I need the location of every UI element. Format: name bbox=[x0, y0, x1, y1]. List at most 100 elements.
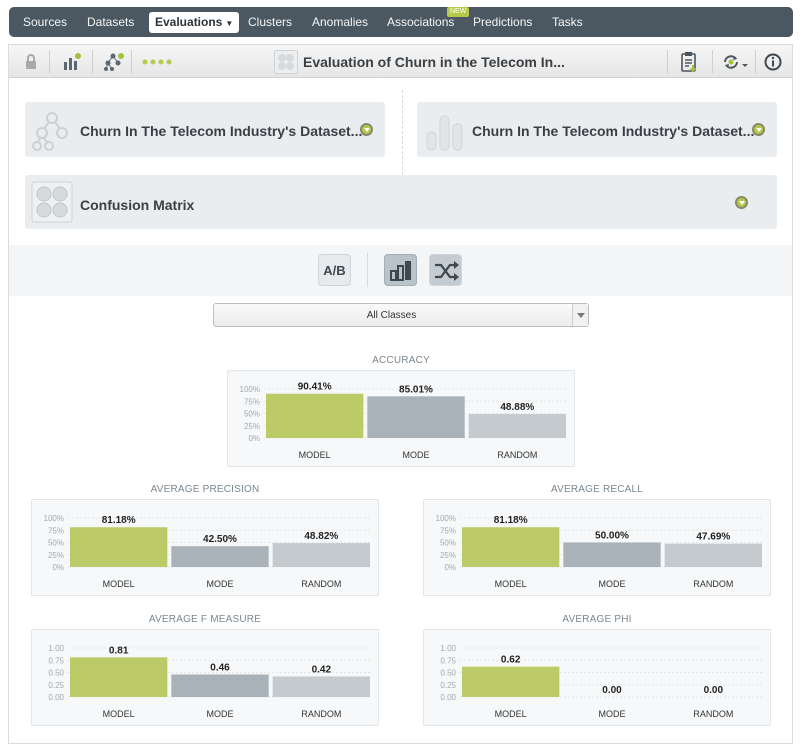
nav-item-associations[interactable]: Associations bbox=[387, 15, 455, 29]
ab-compare-button[interactable]: A/B bbox=[318, 254, 351, 286]
category-label: MODE bbox=[207, 579, 234, 589]
category-label: MODE bbox=[599, 709, 626, 719]
y-tick-label: 0.25 bbox=[48, 681, 64, 690]
chart-svg: 1.00 0.75 0.50 0.25 0.00 0.62 MODEL 0.00 MODE 0.0… bbox=[440, 644, 764, 719]
nav-item-sources[interactable]: Sources bbox=[23, 15, 68, 29]
evaluation-toolbar: Evaluation of Churn in the Telecom In... bbox=[9, 45, 792, 78]
top-nav: Sources Datasets Evaluations ▼ Clusters A… bbox=[9, 7, 793, 37]
lock-icon[interactable] bbox=[21, 52, 41, 72]
nav-item-datasets[interactable]: Datasets bbox=[87, 15, 135, 29]
chart-title-f-measure: AVERAGE F MEASURE bbox=[148, 614, 262, 625]
model-tree-icon[interactable] bbox=[103, 52, 124, 72]
category-label: MODE bbox=[599, 579, 626, 589]
category-label: RANDOM bbox=[693, 579, 733, 589]
chevron-down-icon[interactable] bbox=[360, 123, 373, 136]
chart-svg: 100% 75% 50% 25% 0% 81.18% MODEL 50.00% MODE 47.6… bbox=[436, 514, 764, 589]
bar-value-label: 47.69% bbox=[696, 532, 730, 543]
bar-value-label: 42.50% bbox=[203, 534, 237, 545]
bar-random bbox=[468, 414, 566, 438]
category-label: MODE bbox=[207, 709, 234, 719]
y-tick-label: 25% bbox=[244, 422, 260, 431]
new-badge: NEW bbox=[447, 7, 470, 17]
nav-item-evaluations[interactable]: Evaluations ▼ bbox=[149, 12, 240, 33]
y-tick-label: 50% bbox=[440, 539, 456, 548]
recall-chart: 100% 75% 50% 25% 0% 81.18% MODEL 50.00% MODE 47.6… bbox=[423, 499, 771, 596]
reevaluate-menu-icon[interactable] bbox=[721, 52, 749, 72]
nav-item-clusters[interactable]: Clusters bbox=[248, 15, 293, 29]
bar-value-label: 90.41% bbox=[298, 382, 332, 393]
bar-model bbox=[266, 393, 364, 438]
category-label: RANDOM bbox=[693, 709, 733, 719]
nav-item-evaluations-label: Evaluations bbox=[155, 15, 223, 29]
confusion-matrix-card[interactable]: Confusion Matrix bbox=[25, 175, 777, 229]
chevron-down-icon[interactable] bbox=[572, 304, 588, 326]
chevron-down-icon[interactable] bbox=[735, 196, 748, 209]
bar-value-label: 48.82% bbox=[304, 531, 338, 542]
y-tick-label: 0.00 bbox=[48, 693, 64, 702]
y-tick-label: 50% bbox=[244, 410, 260, 419]
bar-value-label: 81.18% bbox=[494, 515, 528, 526]
class-select[interactable]: All Classes bbox=[213, 303, 589, 327]
nav-item-predictions[interactable]: Predictions bbox=[473, 15, 533, 29]
bar-value-label: 81.18% bbox=[102, 515, 136, 526]
category-label: MODEL bbox=[103, 579, 135, 589]
shuffle-view-button[interactable] bbox=[429, 254, 462, 286]
phi-chart: 1.00 0.75 0.50 0.25 0.00 0.62 MODEL 0.00 MODE 0.0… bbox=[423, 629, 771, 726]
y-tick-label: 100% bbox=[240, 385, 260, 394]
bar-chart-icon bbox=[390, 261, 411, 281]
bar-value-label: 0.62 bbox=[501, 655, 521, 666]
category-label: MODEL bbox=[103, 709, 135, 719]
nav-item-tasks[interactable]: Tasks bbox=[552, 15, 583, 29]
category-label: MODEL bbox=[495, 579, 527, 589]
toolbar-divider bbox=[367, 253, 368, 287]
clipboard-download-icon[interactable] bbox=[679, 51, 699, 73]
bar-random bbox=[272, 676, 370, 697]
bar-model bbox=[70, 527, 168, 567]
bar-mode bbox=[171, 674, 269, 697]
evaluation-chart-icon[interactable] bbox=[61, 52, 81, 72]
y-tick-label: 0.25 bbox=[440, 681, 456, 690]
category-label: RANDOM bbox=[497, 450, 537, 460]
confusion-matrix-title: Confusion Matrix bbox=[80, 197, 195, 213]
toolbar-divider bbox=[131, 50, 132, 73]
y-tick-label: 50% bbox=[48, 539, 64, 548]
y-tick-label: 0% bbox=[52, 563, 64, 572]
toolbar-divider bbox=[755, 50, 756, 73]
model-card[interactable]: Churn In The Telecom Industry's Dataset.… bbox=[25, 102, 385, 157]
y-tick-label: 0% bbox=[444, 563, 456, 572]
y-tick-label: 75% bbox=[48, 526, 64, 535]
chart-title-precision: AVERAGE PRECISION bbox=[150, 484, 260, 495]
y-tick-label: 0.50 bbox=[48, 669, 64, 678]
chevron-down-icon[interactable] bbox=[752, 123, 765, 136]
y-tick-label: 25% bbox=[440, 551, 456, 560]
category-label: MODEL bbox=[299, 450, 331, 460]
chart-title-phi: AVERAGE PHI bbox=[562, 614, 632, 625]
evaluation-panel: Evaluation of Churn in the Telecom In...… bbox=[8, 44, 793, 744]
bar-value-label: 48.88% bbox=[500, 402, 534, 413]
info-icon[interactable] bbox=[763, 52, 783, 72]
bar-value-label: 0.81 bbox=[109, 645, 129, 656]
bar-chart-view-button[interactable] bbox=[384, 254, 417, 286]
caret-down-icon: ▼ bbox=[225, 19, 234, 28]
category-label: RANDOM bbox=[301, 709, 341, 719]
toolbar-divider bbox=[667, 50, 668, 73]
bar-value-label: 85.01% bbox=[399, 384, 433, 395]
chart-title-accuracy: ACCURACY bbox=[372, 355, 430, 366]
model-card-title: Churn In The Telecom Industry's Dataset.… bbox=[80, 123, 363, 139]
y-tick-label: 100% bbox=[44, 514, 64, 523]
shuffle-icon bbox=[435, 261, 459, 281]
bar-model bbox=[70, 657, 168, 697]
y-tick-label: 0% bbox=[248, 434, 260, 443]
toolbar-divider bbox=[92, 50, 93, 73]
chart-svg: 100% 75% 50% 25% 0% 81.18% MODEL 42.50% MODE 48.8… bbox=[44, 514, 372, 589]
ab-compare-label: A/B bbox=[323, 263, 346, 278]
bar-value-label: 50.00% bbox=[595, 531, 629, 542]
nav-item-anomalies[interactable]: Anomalies bbox=[312, 15, 369, 29]
dataset-card[interactable]: Churn In The Telecom Industry's Dataset.… bbox=[417, 102, 777, 157]
dataset-bars-icon bbox=[425, 110, 467, 157]
more-dots-icon[interactable] bbox=[141, 52, 175, 72]
y-tick-label: 0.00 bbox=[440, 693, 456, 702]
evaluation-thumbnail-icon bbox=[274, 50, 298, 74]
evaluation-title: Evaluation of Churn in the Telecom In... bbox=[303, 54, 565, 70]
y-tick-label: 75% bbox=[440, 526, 456, 535]
